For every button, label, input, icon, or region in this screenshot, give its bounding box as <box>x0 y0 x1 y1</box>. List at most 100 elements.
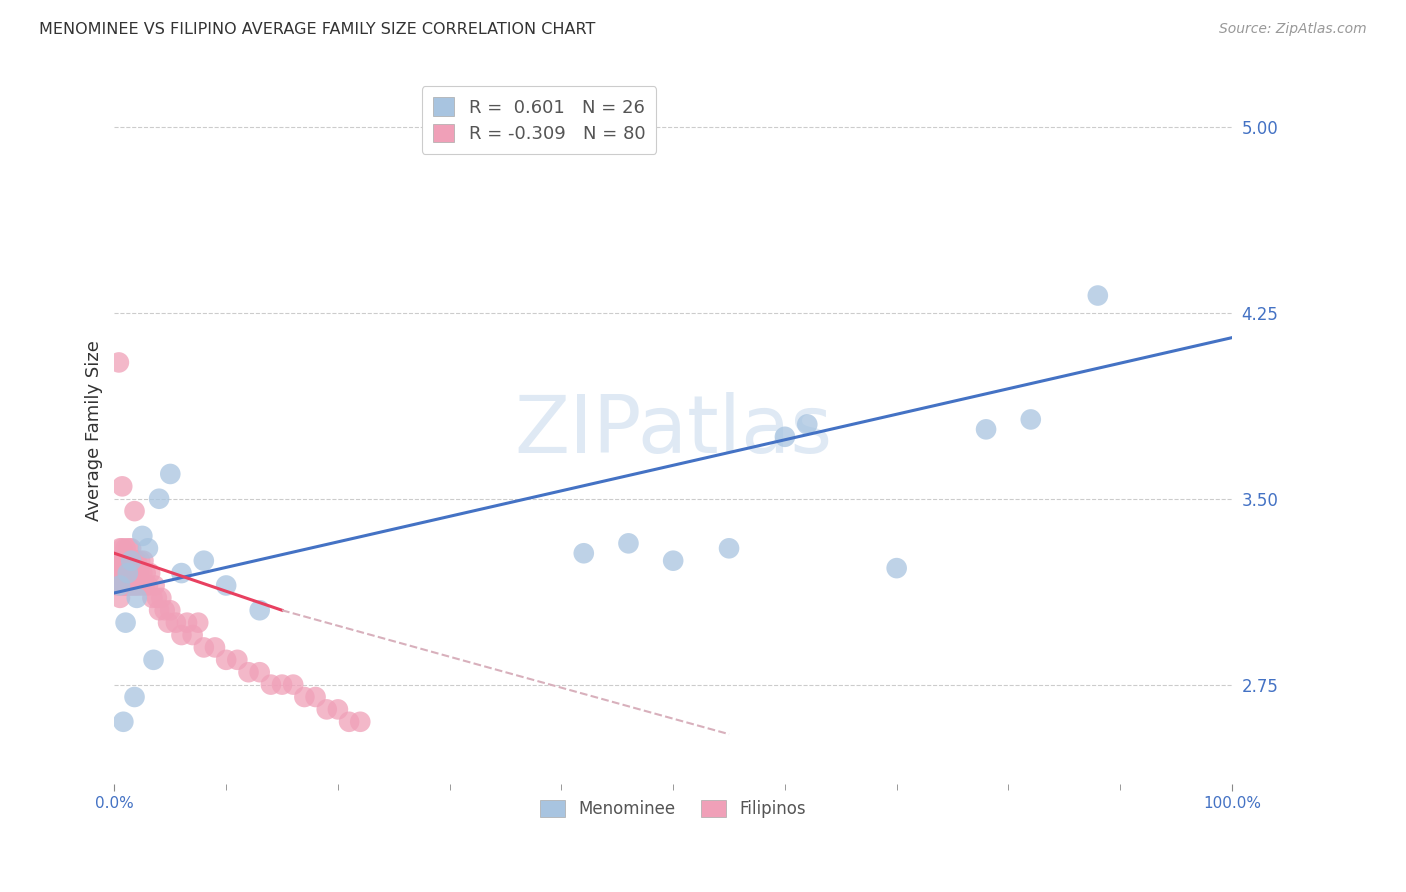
Point <box>108 566 131 580</box>
Point <box>122 566 145 580</box>
Point <box>215 653 238 667</box>
Point <box>124 690 146 704</box>
Point <box>120 541 142 556</box>
Point <box>131 566 153 580</box>
Point <box>349 714 371 729</box>
Point <box>148 491 170 506</box>
Point <box>127 578 149 592</box>
Point <box>112 554 135 568</box>
Point <box>181 628 204 642</box>
Point <box>141 591 163 605</box>
Point <box>111 541 134 556</box>
Point <box>142 653 165 667</box>
Point <box>337 714 360 729</box>
Point <box>114 615 136 630</box>
Point <box>773 430 796 444</box>
Point <box>136 578 159 592</box>
Point <box>124 566 146 580</box>
Point <box>131 529 153 543</box>
Point <box>120 554 142 568</box>
Point <box>120 578 142 592</box>
Point <box>193 640 215 655</box>
Point <box>112 714 135 729</box>
Point <box>114 566 136 580</box>
Point <box>165 615 187 630</box>
Text: ZIPatlas: ZIPatlas <box>515 392 832 469</box>
Point <box>124 554 146 568</box>
Point <box>157 615 180 630</box>
Point <box>304 690 326 704</box>
Point <box>118 578 141 592</box>
Point <box>110 578 132 592</box>
Point <box>125 566 148 580</box>
Point <box>114 554 136 568</box>
Point <box>120 554 142 568</box>
Point <box>1087 288 1109 302</box>
Point <box>105 554 128 568</box>
Point <box>124 554 146 568</box>
Point <box>148 603 170 617</box>
Point <box>886 561 908 575</box>
Point <box>129 578 152 592</box>
Point <box>215 578 238 592</box>
Point <box>617 536 640 550</box>
Point <box>128 566 150 580</box>
Text: MENOMINEE VS FILIPINO AVERAGE FAMILY SIZE CORRELATION CHART: MENOMINEE VS FILIPINO AVERAGE FAMILY SIZ… <box>39 22 596 37</box>
Point <box>129 554 152 568</box>
Point <box>111 566 134 580</box>
Point <box>117 554 139 568</box>
Point <box>124 578 146 592</box>
Point <box>135 566 157 580</box>
Point <box>139 566 162 580</box>
Point <box>115 554 138 568</box>
Point <box>326 702 349 716</box>
Point <box>134 578 156 592</box>
Point <box>170 566 193 580</box>
Point <box>114 541 136 556</box>
Point <box>132 554 155 568</box>
Point <box>121 566 143 580</box>
Point <box>271 677 294 691</box>
Point <box>107 578 129 592</box>
Point <box>143 578 166 592</box>
Point <box>283 677 305 691</box>
Point <box>153 603 176 617</box>
Point <box>315 702 337 716</box>
Point <box>112 578 135 592</box>
Point <box>170 628 193 642</box>
Point <box>226 653 249 667</box>
Point <box>115 566 138 580</box>
Point <box>260 677 283 691</box>
Point <box>121 554 143 568</box>
Point <box>193 554 215 568</box>
Point <box>572 546 595 560</box>
Point <box>114 578 136 592</box>
Point <box>120 566 142 580</box>
Point <box>150 591 173 605</box>
Point <box>249 603 271 617</box>
Point <box>176 615 198 630</box>
Point <box>125 591 148 605</box>
Point <box>238 665 260 680</box>
Point <box>117 578 139 592</box>
Point <box>292 690 315 704</box>
Point <box>249 665 271 680</box>
Point <box>124 504 146 518</box>
Point <box>120 554 142 568</box>
Point <box>108 578 131 592</box>
Point <box>110 554 132 568</box>
Point <box>118 541 141 556</box>
Point <box>114 578 136 592</box>
Point <box>1019 412 1042 426</box>
Point <box>159 467 181 481</box>
Point <box>187 615 209 630</box>
Point <box>111 479 134 493</box>
Legend: Menominee, Filipinos: Menominee, Filipinos <box>534 793 813 825</box>
Point <box>122 578 145 592</box>
Point <box>146 591 169 605</box>
Point <box>125 554 148 568</box>
Point <box>662 554 685 568</box>
Point <box>718 541 741 556</box>
Point <box>796 417 818 432</box>
Point <box>108 591 131 605</box>
